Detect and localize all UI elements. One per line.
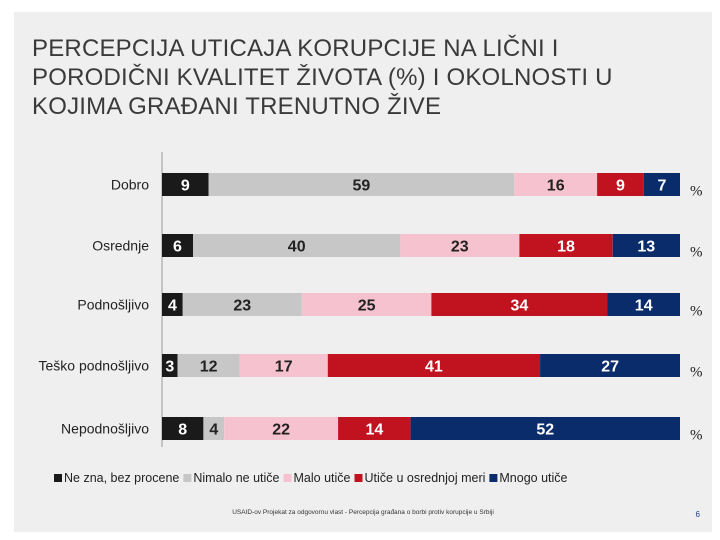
data-label: 22	[272, 422, 290, 439]
bar-segment	[431, 293, 608, 316]
data-label: 9	[616, 178, 625, 195]
data-label: 23	[233, 298, 251, 315]
bar-segment	[162, 173, 209, 196]
unit-label: %	[690, 245, 703, 261]
bar-segment	[327, 354, 541, 377]
data-label: 6	[173, 239, 182, 256]
bar-segment	[162, 417, 204, 440]
bar-segment	[338, 417, 411, 440]
legend-label: Mnogo utiče	[499, 471, 567, 485]
data-label: 34	[511, 298, 529, 315]
page-number: 6	[695, 510, 700, 519]
legend-label: Nimalo ne utiče	[193, 471, 279, 485]
bar-segment	[607, 293, 680, 316]
data-label: 41	[425, 359, 443, 376]
legend-swatch	[489, 474, 498, 482]
data-label: 27	[601, 359, 619, 376]
legend-label: Ne zna, bez procene	[64, 471, 179, 485]
legend-swatch	[283, 474, 292, 482]
bar-segment	[540, 354, 680, 377]
bar-segment	[643, 173, 680, 196]
unit-label: %	[690, 304, 703, 320]
data-label: 25	[358, 298, 376, 315]
bar-segment	[162, 293, 183, 316]
legend-swatch	[354, 474, 363, 482]
data-label: 12	[200, 359, 218, 376]
data-label: 59	[353, 178, 371, 195]
legend-label: Malo utiče	[294, 471, 351, 485]
slide-background: PERCEPCIJA UTICAJA KORUPCIJE NA LIČNI I …	[14, 12, 712, 532]
legend-swatch	[54, 474, 62, 482]
bar-segment	[410, 417, 680, 440]
bar-segment	[224, 417, 339, 440]
data-label: 4	[209, 422, 218, 439]
data-label: 14	[366, 422, 384, 439]
category-label: Dobro	[111, 177, 149, 193]
data-label: 13	[637, 239, 655, 256]
unit-label: %	[690, 184, 703, 200]
data-label: 4	[168, 298, 177, 315]
category-label: Teško podnošljivo	[38, 358, 149, 374]
category-label: Osrednje	[92, 238, 149, 254]
category-label: Podnošljivo	[77, 297, 149, 313]
bar-segment	[519, 234, 613, 257]
bar-segment	[400, 234, 520, 257]
bar-segment	[177, 354, 240, 377]
bar-segment	[162, 354, 178, 377]
bar-segment	[162, 234, 194, 257]
category-label: Nepodnošljivo	[61, 421, 149, 437]
legend-label: Utiče u osrednjoj meri	[365, 471, 486, 485]
bar-segment	[514, 173, 598, 196]
data-label: 7	[657, 178, 666, 195]
data-label: 3	[165, 359, 174, 376]
data-label: 17	[275, 359, 293, 376]
data-label: 18	[557, 239, 575, 256]
data-label: 9	[181, 178, 190, 195]
data-label: 14	[635, 298, 653, 315]
bar-segment	[182, 293, 302, 316]
data-label: 23	[451, 239, 469, 256]
chart-title: PERCEPCIJA UTICAJA KORUPCIJE NA LIČNI I …	[32, 35, 613, 120]
data-label: 8	[178, 422, 187, 439]
bar-segment	[239, 354, 328, 377]
data-label: 52	[536, 422, 554, 439]
bar-segment	[203, 417, 225, 440]
stacked-bar-chart: Dobro 9 59 16 9 7 % Osrednje 6 40 23 18 13 % Podnošlji…	[38, 152, 703, 485]
unit-label: %	[690, 428, 703, 444]
data-label: 16	[547, 178, 565, 195]
data-label: 40	[288, 239, 306, 256]
bar-segment	[208, 173, 515, 196]
bar-segment	[193, 234, 401, 257]
footer-note: USAID-ov Projekat za odgovornu vlast - P…	[232, 509, 494, 516]
bar-segment	[597, 173, 644, 196]
bar-segment	[612, 234, 680, 257]
unit-label: %	[690, 365, 703, 381]
legend-swatch	[183, 474, 192, 482]
bar-segment	[301, 293, 432, 316]
